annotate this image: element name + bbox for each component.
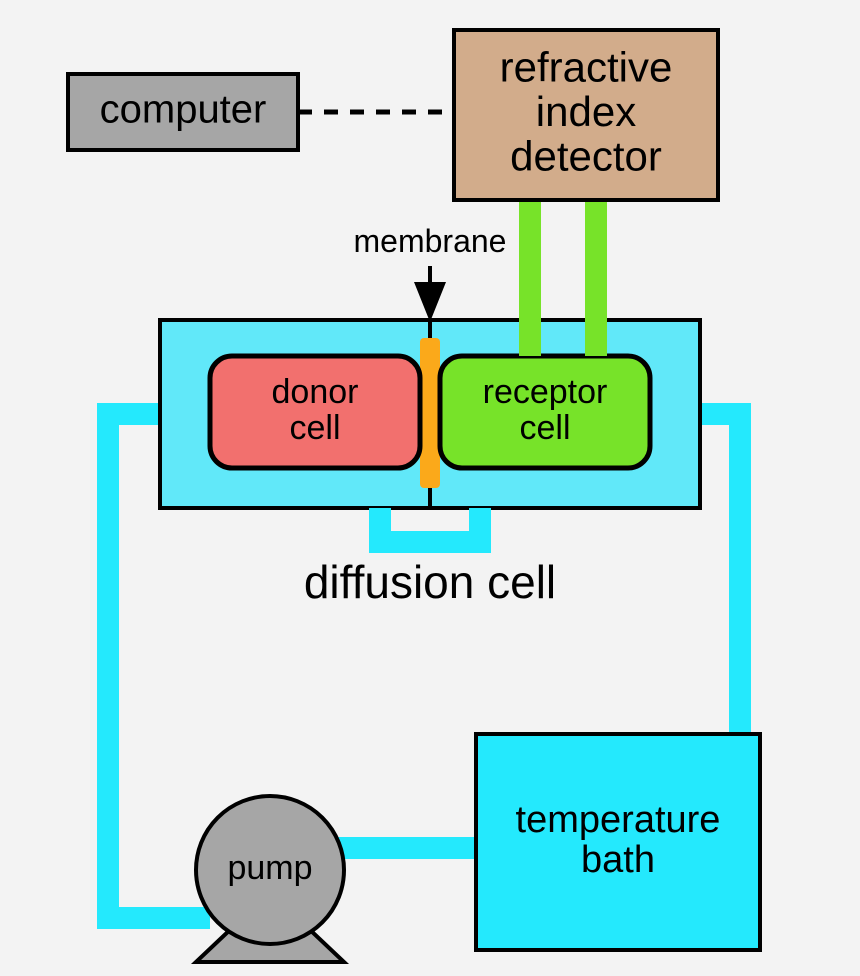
donor_cell-label: cell — [289, 409, 340, 447]
receptor_cell-label: cell — [519, 409, 570, 447]
membrane_label: membrane — [354, 223, 507, 259]
detector-label: index — [536, 88, 636, 135]
receptor_cell-label: receptor — [483, 373, 608, 411]
bath-to-right-cell — [700, 414, 740, 734]
computer-label: computer — [100, 88, 267, 132]
pump_circle-label: pump — [227, 849, 312, 887]
diagram-canvas: donorcellreceptorcellcomputerrefractivei… — [0, 0, 860, 976]
temp_bath-label: bath — [581, 839, 655, 881]
diffusion_label: diffusion cell — [304, 556, 556, 608]
detector-label: refractive — [500, 44, 673, 91]
detector-label: detector — [510, 133, 662, 180]
membrane — [420, 338, 440, 488]
under-u-tube — [380, 508, 480, 542]
donor_cell-label: donor — [272, 373, 359, 411]
temp_bath-label: temperature — [516, 799, 721, 841]
